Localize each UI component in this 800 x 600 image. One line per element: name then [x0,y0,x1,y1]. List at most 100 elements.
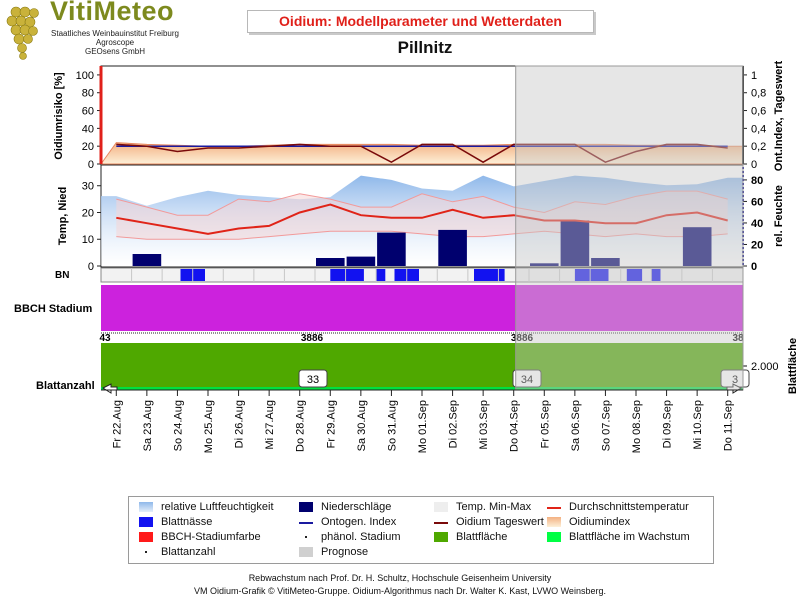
risk-ytick-right-label: 0,4 [751,123,766,135]
precip-bar [682,227,712,266]
x-tick-label: Sa 30.Aug [356,400,368,451]
risk-ylabel-left: Oidiumrisiko [%] [53,72,65,160]
leaf-count-value: 33 [307,374,319,386]
scroll-left-icon [101,383,118,394]
x-tick-label: Mi 10.Sep [692,400,704,450]
legend-label: Temp. Min-Max [456,501,532,513]
legend-swatch [299,502,313,512]
leaf-area-band [101,343,743,388]
weather-ytick-left-label: 20 [82,207,94,219]
bbch-stage-label: 38 [732,333,744,344]
risk-ylabel-right: Ont.Index, Tageswert [773,60,785,171]
legend-swatch [547,532,561,542]
x-tick-label: Di 02.Sep [448,400,460,448]
x-tick-label: So 07.Sep [600,400,612,451]
logo-title: VitiMeteo [50,0,175,26]
x-tick-label: Mo 25.Aug [203,400,215,453]
legend-label: Blattfläche [456,531,508,543]
forecast-overlay [515,65,744,391]
risk-ytick-left-label: 100 [76,70,94,82]
legend-swatch [547,517,561,527]
x-tick-label: Mi 03.Sep [478,400,490,450]
x-tick-label: Do 28.Aug [295,400,307,452]
leaf-wetness-segment [626,269,643,281]
legend-swatch [434,532,448,542]
legend-swatch [139,547,153,557]
legend-swatch [299,522,313,524]
bn-label: BN [55,270,69,281]
precip-bar [438,229,467,266]
leaf-wetness-segment [651,269,661,281]
weather-ytick-right-label: 60 [751,196,763,208]
leaf-wetness-segment [574,269,609,281]
bbch-stage-label: 3886 [301,333,324,344]
risk-ytick-left-label: 0 [88,159,94,171]
risk-ytick-right-label: 0 [751,159,757,171]
bbch-stage-label: 3886 [511,333,534,344]
risk-ytick-right-label: 0,2 [751,141,766,153]
vitimeteo-logo: VitiMeteo Staatliches Weinbauinstitut Fr… [2,0,192,62]
x-tick-label: So 31.Aug [386,400,398,451]
leaf-wetness-segment [376,269,386,281]
risk-ytick-left-label: 80 [82,88,94,100]
logo-line-3: GEOsens GmbH [84,47,145,56]
leaf-count-box [512,369,542,388]
legend-swatch [139,502,153,512]
x-tick-label: Mi 27.Aug [264,400,276,450]
bbch-stage-label: 43 [99,333,111,344]
x-tick-label: Do 11.Sep [723,400,735,451]
weather-ytick-right-label: 80 [751,175,763,187]
legend-label: Blattnässe [161,516,213,528]
legend-label: Durchschnittstemperatur [569,501,689,513]
weather-ylabel-right: rel. Feuchte [773,185,785,247]
logo-line-2: Agroscope [95,38,135,47]
footer-line-1: Rebwachstum nach Prof. Dr. H. Schultz, H… [248,573,552,583]
legend-label: relative Luftfeuchtigkeit [161,501,274,513]
legend-label: Blattfläche im Wachstum [569,531,690,543]
weather-ytick-right-label: 20 [751,239,763,251]
legend: relative Luftfeuchtigkeit Niederschläge Te… [128,496,714,564]
legend-label: phänol. Stadium [321,531,401,543]
precip-bar [132,254,162,266]
weather-ytick-right-label: 0 [751,261,757,273]
x-tick-label: Mo 01.Sep [417,400,429,453]
leaf-wetness-segment [330,269,364,281]
legend-label: Oidium Tageswert [456,516,544,528]
risk-ytick-right-label: 1 [751,70,757,82]
x-tick-label: So 24.Aug [172,400,184,451]
x-tick-label: Fr 22.Aug [111,400,123,448]
leaf-ytick-label: 2.000 [751,361,779,373]
x-tick-label: Mo 08.Sep [631,400,643,453]
leaf-count-box [298,369,328,388]
leaf-growth-strip [101,387,743,390]
legend-swatch [434,502,448,512]
legend-label: BBCH-Stadiumfarbe [161,531,261,543]
bbch-label: BBCH Stadium [14,303,92,315]
risk-ytick-left-label: 20 [82,141,94,153]
oidium-tageswert-line [116,143,728,164]
chart-title: Oidium: Modellparameter und Wetterdaten [247,10,594,33]
x-tick-label: Di 26.Aug [234,400,246,448]
legend-label: Blattanzahl [161,546,216,558]
location-title: Pillnitz [397,38,453,57]
temp-max-line [116,190,728,216]
precip-bar [530,263,559,266]
precip-bar [346,256,376,266]
legend-label: Niederschläge [321,501,392,513]
weather-ytick-left-label: 10 [82,234,94,246]
x-tick-label: Sa 23.Aug [142,400,154,451]
weather-ytick-left-label: 0 [88,261,94,273]
legend-label: Prognose [321,546,369,558]
precip-bar [316,258,345,266]
leaf-ylabel-right: Blattfläche [787,338,799,394]
weather-ytick-right-label: 40 [751,218,763,230]
leaf-count-value: 3 [732,374,738,386]
temp-min-line [116,230,728,240]
temp-avg-line [116,203,728,235]
legend-label: Oidiumindex [569,516,631,528]
x-tick-label: Do 04.Sep [509,400,521,452]
legend-swatch [434,522,448,524]
footer-line-2: VM Oidium-Grafik © VitiMeteo-Gruppe. Oid… [194,586,606,596]
